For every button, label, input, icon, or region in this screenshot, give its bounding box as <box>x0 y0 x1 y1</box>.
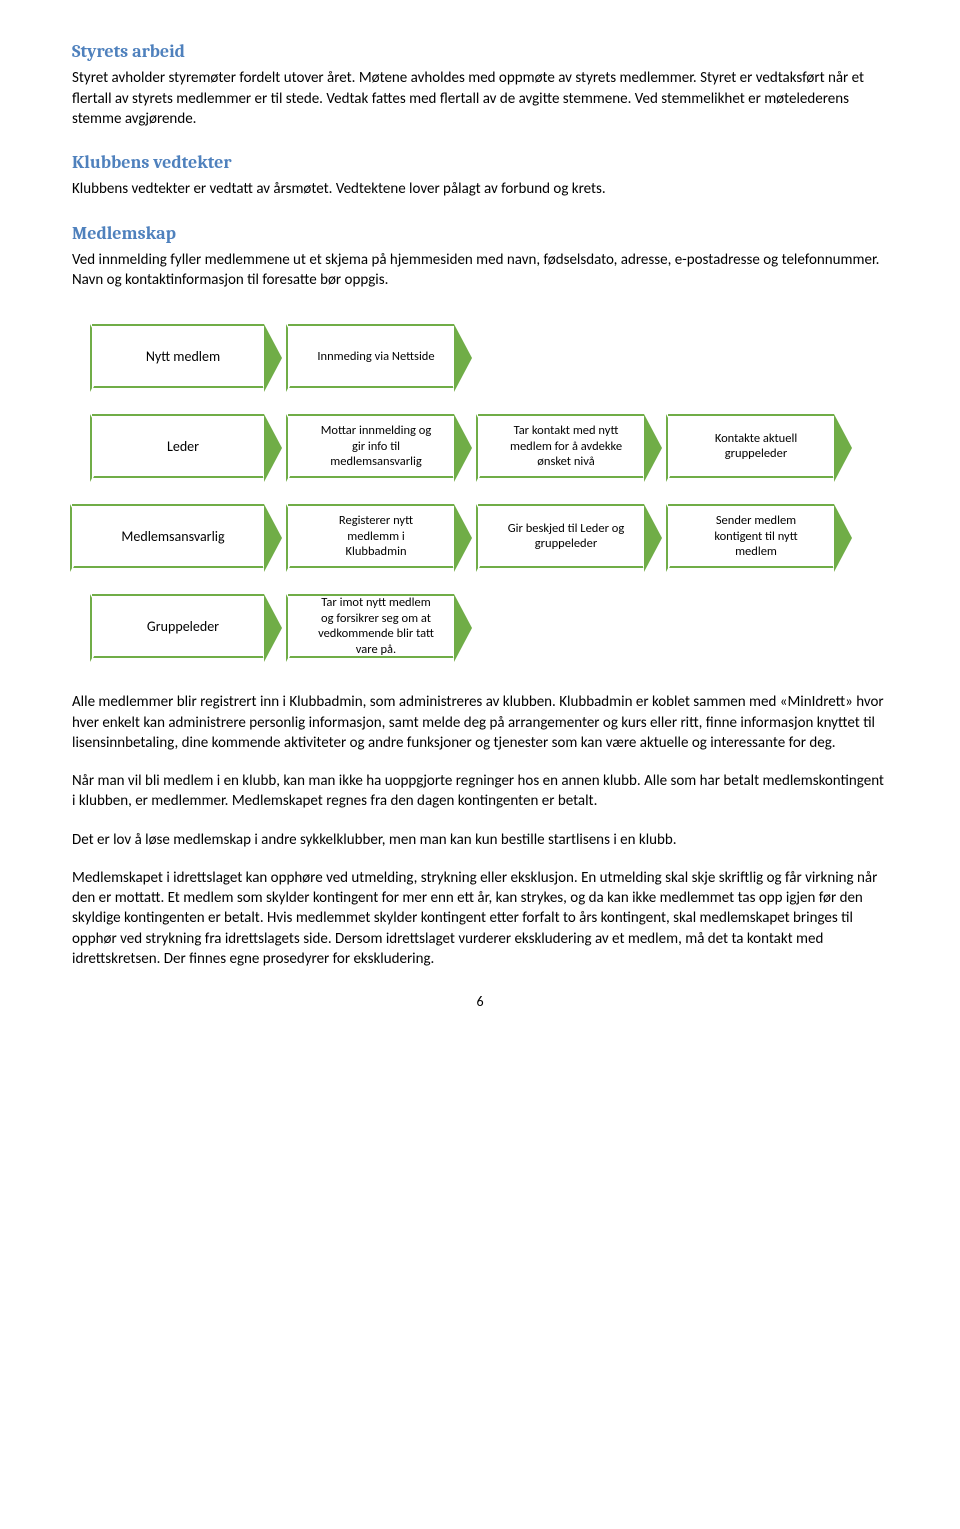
flow-step-label: Innmeding via Nettside <box>317 349 434 365</box>
flow-step: Tar kontakt med nytt medlem for å avdekk… <box>478 414 644 478</box>
flow-role-label: Leder <box>167 438 199 456</box>
flow-row-gruppeleder: Gruppeleder Tar imot nytt medlem og fors… <box>72 594 888 658</box>
flow-step-label: Sender medlem kontigent til nytt medlem <box>696 513 816 560</box>
flow-step-label: Tar kontakt med nytt medlem for å avdekk… <box>506 423 626 470</box>
flow-row-nytt-medlem: Nytt medlem Innmeding via Nettside <box>72 324 888 388</box>
flow-step: Sender medlem kontigent til nytt medlem <box>668 504 834 568</box>
flow-row-medlemsansvarlig: Medlemsansvarlig Registerer nytt medlemm… <box>72 504 888 568</box>
flow-step: Tar imot nytt medlem og forsikrer seg om… <box>288 594 454 658</box>
flow-step-label: Gir beskjed til Leder og gruppeleder <box>506 521 626 552</box>
flow-role-label: Gruppeleder <box>147 618 219 636</box>
flow-role: Leder <box>92 414 264 478</box>
flow-step: Mottar innmelding og gir info til medlem… <box>288 414 454 478</box>
flow-step-label: Mottar innmelding og gir info til medlem… <box>316 423 436 470</box>
paragraph: Medlemskapet i idrettslaget kan opphøre … <box>72 868 888 969</box>
flow-step-label: Kontakte aktuell gruppeleder <box>696 431 816 462</box>
heading-medlemskap: Medlemskap <box>72 222 888 246</box>
flow-row-leder: Leder Mottar innmelding og gir info til … <box>72 414 888 478</box>
flow-role: Medlemsansvarlig <box>72 504 264 568</box>
flow-step: Kontakte aktuell gruppeleder <box>668 414 834 478</box>
flow-role-label: Medlemsansvarlig <box>121 528 224 546</box>
heading-styrets-arbeid: Styrets arbeid <box>72 40 888 64</box>
paragraph: Ved innmelding fyller medlemmene ut et s… <box>72 250 888 291</box>
paragraph: Klubbens vedtekter er vedtatt av årsmøte… <box>72 179 888 199</box>
flow-step: Innmeding via Nettside <box>288 324 454 388</box>
heading-klubbens-vedtekter: Klubbens vedtekter <box>72 151 888 175</box>
flow-role-label: Nytt medlem <box>146 348 220 366</box>
flow-step-label: Registerer nytt medlemm i Klubbadmin <box>316 513 436 560</box>
paragraph: Alle medlemmer blir registrert inn i Klu… <box>72 692 888 753</box>
flow-role: Gruppeleder <box>92 594 264 658</box>
flow-step-label: Tar imot nytt medlem og forsikrer seg om… <box>316 595 436 658</box>
page-number: 6 <box>72 993 888 1012</box>
flow-step: Registerer nytt medlemm i Klubbadmin <box>288 504 454 568</box>
paragraph: Når man vil bli medlem i en klubb, kan m… <box>72 771 888 812</box>
flow-step: Gir beskjed til Leder og gruppeleder <box>478 504 644 568</box>
paragraph: Det er lov å løse medlemskap i andre syk… <box>72 830 888 850</box>
paragraph: Styret avholder styremøter fordelt utove… <box>72 68 888 129</box>
flow-role: Nytt medlem <box>92 324 264 388</box>
